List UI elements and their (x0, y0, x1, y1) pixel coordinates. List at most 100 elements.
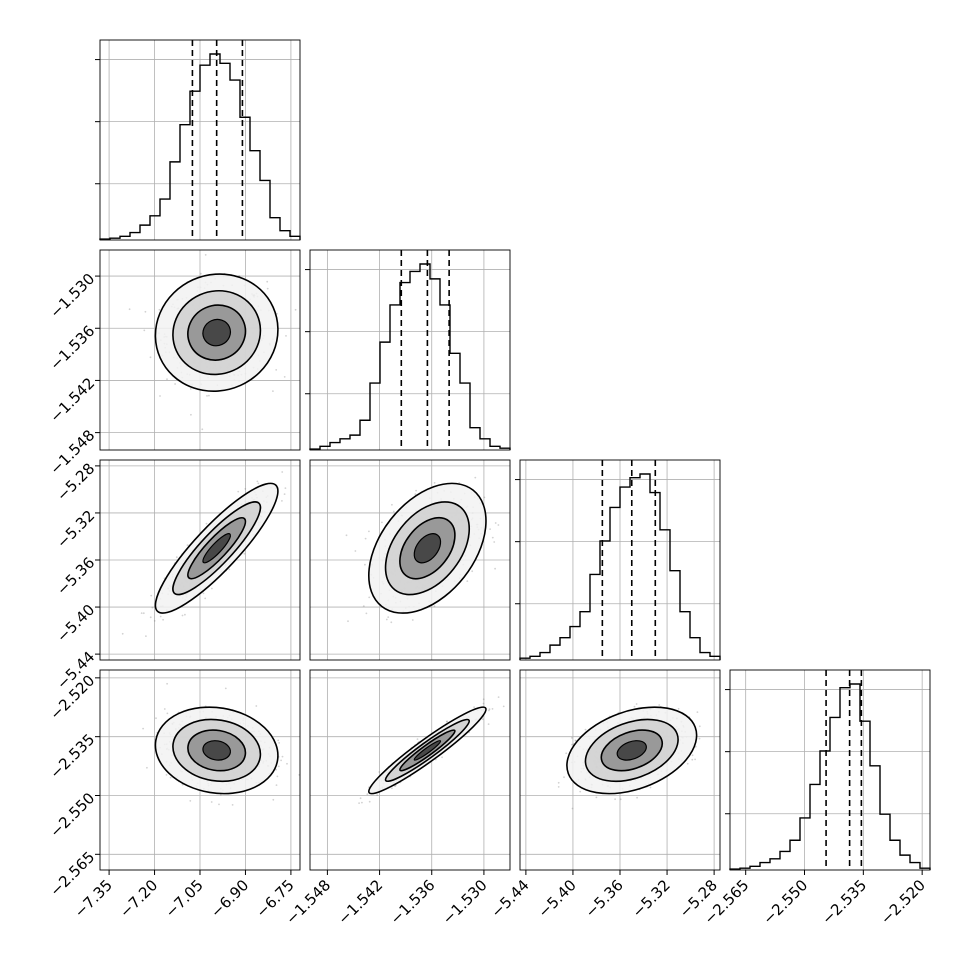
sample-point (365, 612, 368, 615)
points (128, 254, 297, 431)
sample-point (294, 308, 297, 311)
scatter-panel-3-0 (99, 669, 301, 871)
sample-point (481, 718, 484, 721)
sample-point (211, 587, 213, 590)
sample-point (445, 720, 448, 723)
points (142, 682, 300, 806)
sample-point (272, 798, 275, 801)
scatter-panel-2-1 (309, 459, 511, 661)
sample-point (381, 521, 383, 524)
sample-point (483, 496, 486, 499)
sample-point (256, 480, 259, 483)
x-tick-label: −1.536 (387, 876, 439, 928)
sample-point (142, 612, 145, 615)
sample-point (691, 758, 694, 761)
histogram-series (99, 53, 301, 240)
sample-point (243, 552, 246, 555)
sample-point (354, 550, 357, 552)
sample-point (200, 272, 202, 275)
points (358, 696, 505, 804)
sample-point (153, 620, 156, 622)
x-tick-label: −1.530 (439, 876, 491, 928)
sample-point (224, 687, 227, 690)
points (557, 703, 701, 810)
sample-point (210, 801, 213, 803)
sample-point (502, 705, 505, 708)
x-tick-label: −2.535 (818, 876, 870, 928)
sample-point (206, 395, 208, 397)
sample-point (140, 612, 143, 614)
sample-point (151, 606, 154, 609)
sample-point (563, 776, 565, 779)
density-contour (202, 533, 232, 564)
panels: −1.548−1.542−1.536−1.530−5.44−5.40−5.36−… (46, 39, 931, 928)
sample-point (571, 743, 573, 746)
sample-point (277, 765, 280, 768)
axes-frame (729, 669, 931, 871)
x-tick-label: −5.40 (535, 876, 580, 921)
x-tick-label: −7.20 (116, 876, 161, 921)
sample-point (275, 784, 278, 786)
sample-point (275, 768, 277, 771)
sample-point (378, 771, 381, 773)
sample-point (284, 487, 287, 489)
sample-point (142, 727, 145, 730)
axes-frame (309, 249, 511, 451)
sample-point (166, 712, 169, 715)
sample-point (482, 702, 485, 705)
x-tick-label: −2.550 (759, 876, 811, 928)
y-tick-label: −2.550 (46, 789, 98, 841)
sample-point (595, 796, 598, 799)
sample-point (488, 709, 490, 712)
sample-point (433, 605, 436, 608)
sample-point (149, 356, 152, 359)
sample-point (489, 528, 491, 530)
sample-point (636, 796, 638, 799)
x-tick-label: −7.35 (71, 876, 116, 921)
sample-point (571, 807, 574, 810)
sample-point (579, 790, 582, 793)
sample-point (204, 254, 207, 256)
sample-point (128, 308, 131, 311)
histogram-series (519, 473, 721, 660)
x-tick-label: −1.542 (334, 876, 386, 928)
sample-point (392, 510, 395, 513)
sample-point (281, 500, 283, 502)
sample-point (361, 801, 363, 804)
sample-point (446, 720, 448, 723)
density-contour (616, 740, 647, 761)
sample-point (155, 717, 157, 720)
x-tick-label: −5.36 (582, 876, 627, 921)
scatter-panel-1-0 (99, 249, 301, 451)
sample-point (415, 489, 417, 492)
sample-point (387, 616, 390, 618)
sample-point (411, 619, 414, 621)
sample-point (347, 620, 349, 623)
scatter-panel-3-2 (519, 669, 721, 871)
sample-point (278, 742, 280, 744)
sample-point (184, 613, 186, 616)
sample-point (691, 754, 694, 757)
sample-point (283, 493, 286, 495)
hist-panel-2 (515, 459, 721, 661)
axes-frame (309, 459, 511, 661)
sample-point (557, 786, 560, 788)
y-tick-label: −5.36 (53, 554, 98, 599)
sample-point (368, 530, 370, 533)
sample-point (497, 524, 500, 526)
sample-point (266, 280, 269, 283)
y-tick-label: −2.535 (46, 730, 98, 782)
scatter-panel-2-0 (99, 459, 301, 661)
y-tick-label: −1.536 (46, 322, 98, 374)
density-contour (202, 318, 232, 347)
sample-point (205, 522, 208, 525)
axes-frame (99, 39, 301, 241)
sample-point (163, 708, 166, 710)
sample-point (175, 556, 178, 559)
sample-point (275, 369, 278, 371)
sample-point (121, 632, 124, 635)
sample-point (364, 537, 367, 540)
sample-point (358, 802, 360, 804)
sample-point (364, 563, 366, 566)
sample-point (658, 704, 661, 706)
